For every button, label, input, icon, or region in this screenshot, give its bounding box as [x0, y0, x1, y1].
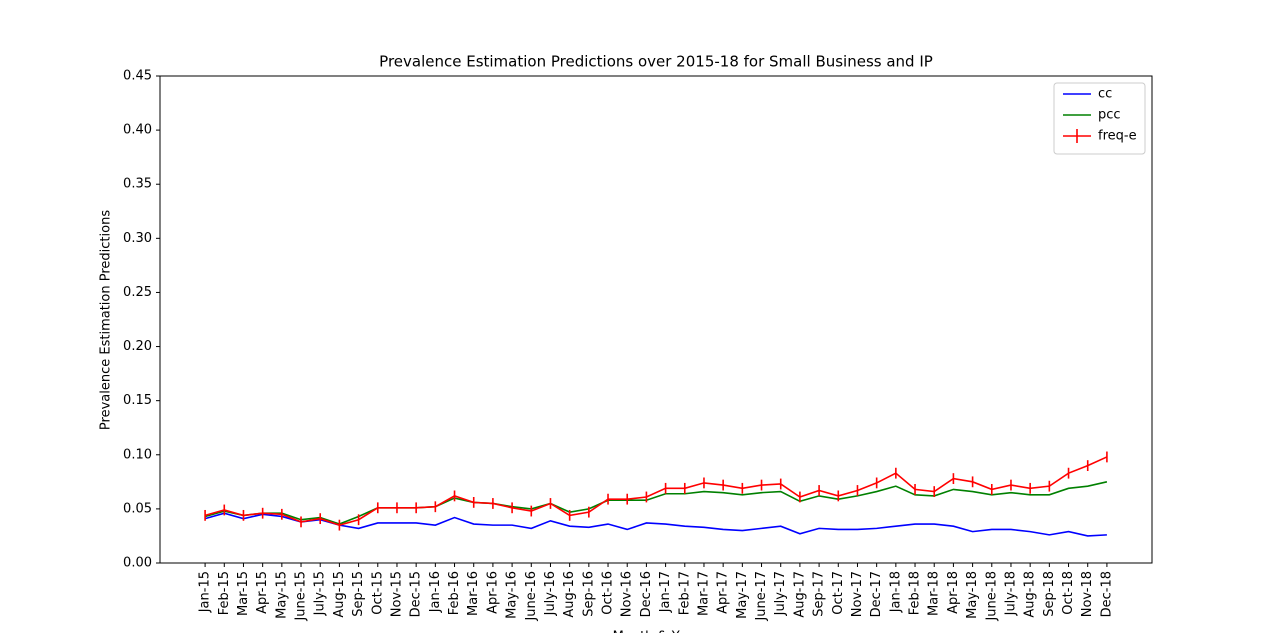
x-tick-label: Mar-18 — [927, 571, 942, 616]
x-tick-label: May-16 — [505, 571, 520, 619]
x-tick-label: Dec-15 — [409, 571, 424, 617]
x-tick-label: Nov-18 — [1080, 571, 1095, 617]
x-tick-label: Feb-16 — [447, 571, 462, 615]
x-tick-label: Jan-17 — [658, 571, 673, 613]
x-tick-label: Nov-17 — [850, 571, 865, 617]
x-tick-label: May-17 — [735, 571, 750, 619]
x-tick-label: Nov-15 — [389, 571, 404, 617]
x-tick-label: Sep-18 — [1042, 571, 1057, 617]
x-tick-label: Apr-17 — [716, 571, 731, 614]
x-axis-label: Month & Year — [613, 630, 700, 633]
x-tick-label: Oct-18 — [1061, 571, 1076, 615]
x-tick-label: Apr-16 — [485, 571, 500, 614]
x-tick-label: Feb-17 — [677, 571, 692, 615]
legend-label: pcc — [1098, 108, 1121, 123]
x-tick-label: July-15 — [313, 571, 328, 616]
y-tick-label: 0.15 — [123, 393, 152, 408]
series-line — [204, 481, 1108, 525]
x-tick-label: June-15 — [294, 571, 309, 622]
x-tick-label: Sep-16 — [581, 571, 596, 617]
y-tick-label: 0.45 — [123, 69, 152, 84]
x-tick-label: Aug-18 — [1023, 571, 1038, 618]
x-tick-label: Nov-16 — [620, 571, 635, 617]
y-tick-label: 0.05 — [123, 501, 152, 516]
series-line — [204, 456, 1108, 526]
x-tick-label: Mar-17 — [696, 571, 711, 616]
y-tick-label: 0.30 — [123, 231, 152, 246]
x-tick-label: Apr-15 — [255, 571, 270, 614]
y-tick-label: 0.00 — [123, 556, 152, 571]
x-tick-label: June-17 — [754, 571, 769, 622]
x-tick-label: Aug-15 — [332, 571, 347, 618]
x-tick-label: Oct-17 — [831, 571, 846, 615]
legend-label: cc — [1098, 87, 1112, 102]
x-tick-label: Jan-16 — [428, 571, 443, 613]
x-tick-label: July-16 — [543, 571, 558, 616]
x-tick-label: Feb-15 — [217, 571, 232, 615]
x-tick-label: May-18 — [965, 571, 980, 619]
y-tick-label: 0.20 — [123, 339, 152, 354]
x-tick-label: Mar-15 — [236, 571, 251, 616]
x-tick-label: Sep-17 — [812, 571, 827, 617]
y-tick-label: 0.35 — [123, 177, 152, 192]
x-tick-label: Dec-16 — [639, 571, 654, 617]
x-tick-label: Jan-18 — [888, 571, 903, 613]
x-tick-label: Jan-15 — [198, 571, 213, 613]
x-tick-label: Aug-17 — [792, 571, 807, 618]
series-line — [204, 512, 1107, 537]
x-tick-label: Mar-16 — [466, 571, 481, 616]
y-tick-label: 0.25 — [123, 285, 152, 300]
chart-title: Prevalence Estimation Predictions over 2… — [379, 53, 933, 71]
x-tick-label: Oct-16 — [601, 571, 616, 615]
x-tick-label: Aug-16 — [562, 571, 577, 618]
x-tick-label: Feb-18 — [908, 571, 923, 615]
x-tick-label: June-16 — [524, 571, 539, 622]
x-tick-label: Sep-15 — [351, 571, 366, 617]
x-tick-label: Dec-17 — [869, 571, 884, 617]
x-tick-label: Dec-18 — [1099, 571, 1114, 617]
x-tick-label: Apr-18 — [946, 571, 961, 614]
x-tick-label: May-15 — [274, 571, 289, 619]
y-tick-label: 0.10 — [123, 447, 152, 462]
x-tick-label: July-18 — [1003, 571, 1018, 616]
plot-frame — [159, 75, 1153, 564]
x-tick-label: Oct-15 — [370, 571, 385, 615]
legend-label: freq-e — [1098, 129, 1137, 144]
x-tick-label: June-18 — [984, 571, 999, 622]
y-tick-label: 0.40 — [123, 123, 152, 138]
y-axis-label: Prevalence Estimation Predictions — [99, 210, 114, 430]
x-tick-label: July-17 — [773, 571, 788, 616]
